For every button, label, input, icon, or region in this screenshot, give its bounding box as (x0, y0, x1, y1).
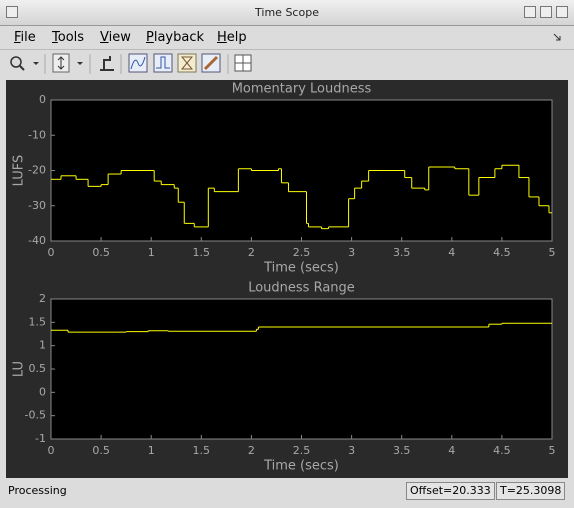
y-tick-label: 1.5 (29, 315, 47, 328)
x-tick-label: 0 (48, 246, 55, 259)
menu-item[interactable]: View (100, 30, 131, 45)
y-tick-label: -10 (28, 128, 46, 141)
x-tick-label: 2 (248, 444, 255, 457)
x-tick-label: 1.5 (193, 444, 211, 457)
triggers-button[interactable] (128, 53, 148, 73)
y-tick-label: -1 (35, 432, 46, 445)
x-tick-label: 0.5 (92, 246, 110, 259)
y-tick-label: 0 (39, 93, 46, 106)
x-axis-label: Time (secs) (263, 261, 339, 276)
toolbar-icons (10, 53, 252, 74)
y-tick-label: -40 (28, 234, 46, 247)
chart-title: Loudness Range (248, 281, 355, 296)
minimize-button[interactable] (524, 6, 536, 18)
x-tick-label: 2.5 (293, 246, 311, 259)
y-axis-label: LU (12, 361, 27, 377)
x-tick-label: 1 (148, 246, 155, 259)
time-field: T=25.3098 (496, 482, 566, 500)
y-tick-label: 0 (39, 385, 46, 398)
status-text: Processing (8, 484, 67, 497)
y-axis-label: LUFS (12, 155, 27, 187)
y-tick-label: 2 (39, 292, 46, 305)
maximize-button[interactable] (540, 6, 552, 18)
x-tick-label: 4 (448, 444, 455, 457)
menu-item[interactable]: Tools (52, 30, 85, 45)
axes-background (50, 298, 553, 440)
measure-button[interactable] (201, 53, 221, 73)
zoom-button[interactable] (10, 56, 39, 71)
y-tick-label: 1 (39, 339, 46, 352)
title-bar: Time Scope (0, 0, 574, 26)
scale-button[interactable] (52, 53, 83, 73)
x-tick-label: 5 (549, 444, 556, 457)
layout-button[interactable] (234, 54, 252, 72)
x-tick-label: 4.5 (493, 444, 511, 457)
x-tick-label: 4.5 (493, 246, 511, 259)
y-tick-label: 0.5 (29, 362, 47, 375)
x-tick-label: 0.5 (92, 444, 110, 457)
x-tick-label: 2.5 (293, 444, 311, 457)
menu-item[interactable]: Help (217, 30, 247, 45)
x-axis-label: Time (secs) (263, 459, 339, 474)
window-title: Time Scope (255, 6, 319, 19)
x-tick-label: 4 (448, 246, 455, 259)
peak-button[interactable] (177, 53, 197, 73)
chart-title: Momentary Loudness (232, 82, 372, 97)
cursor-button[interactable] (153, 53, 173, 73)
x-tick-label: 2 (248, 246, 255, 259)
menu-item[interactable]: Playback (146, 30, 205, 45)
menu-item[interactable]: File (14, 30, 36, 45)
y-tick-label: -0.5 (25, 409, 46, 422)
x-tick-label: 3 (348, 444, 355, 457)
toolbar (0, 50, 574, 78)
dock-button[interactable] (552, 32, 562, 42)
x-tick-label: 3.5 (393, 246, 411, 259)
close-button[interactable] (556, 6, 568, 18)
status-bar: Processing Offset=20.333 T=25.3098 (0, 480, 574, 508)
window-menu-button[interactable] (6, 6, 18, 18)
y-tick-label: -30 (28, 199, 46, 212)
x-tick-label: 1.5 (193, 246, 211, 259)
x-tick-label: 5 (549, 246, 556, 259)
menu-bar: File Tools View Playback Help (0, 26, 574, 50)
x-tick-label: 3.5 (393, 444, 411, 457)
x-tick-label: 0 (48, 444, 55, 457)
highlight-button[interactable] (100, 56, 114, 71)
x-tick-label: 3 (348, 246, 355, 259)
offset-field: Offset=20.333 (406, 482, 495, 500)
x-tick-label: 1 (148, 444, 155, 457)
y-tick-label: -20 (28, 164, 46, 177)
